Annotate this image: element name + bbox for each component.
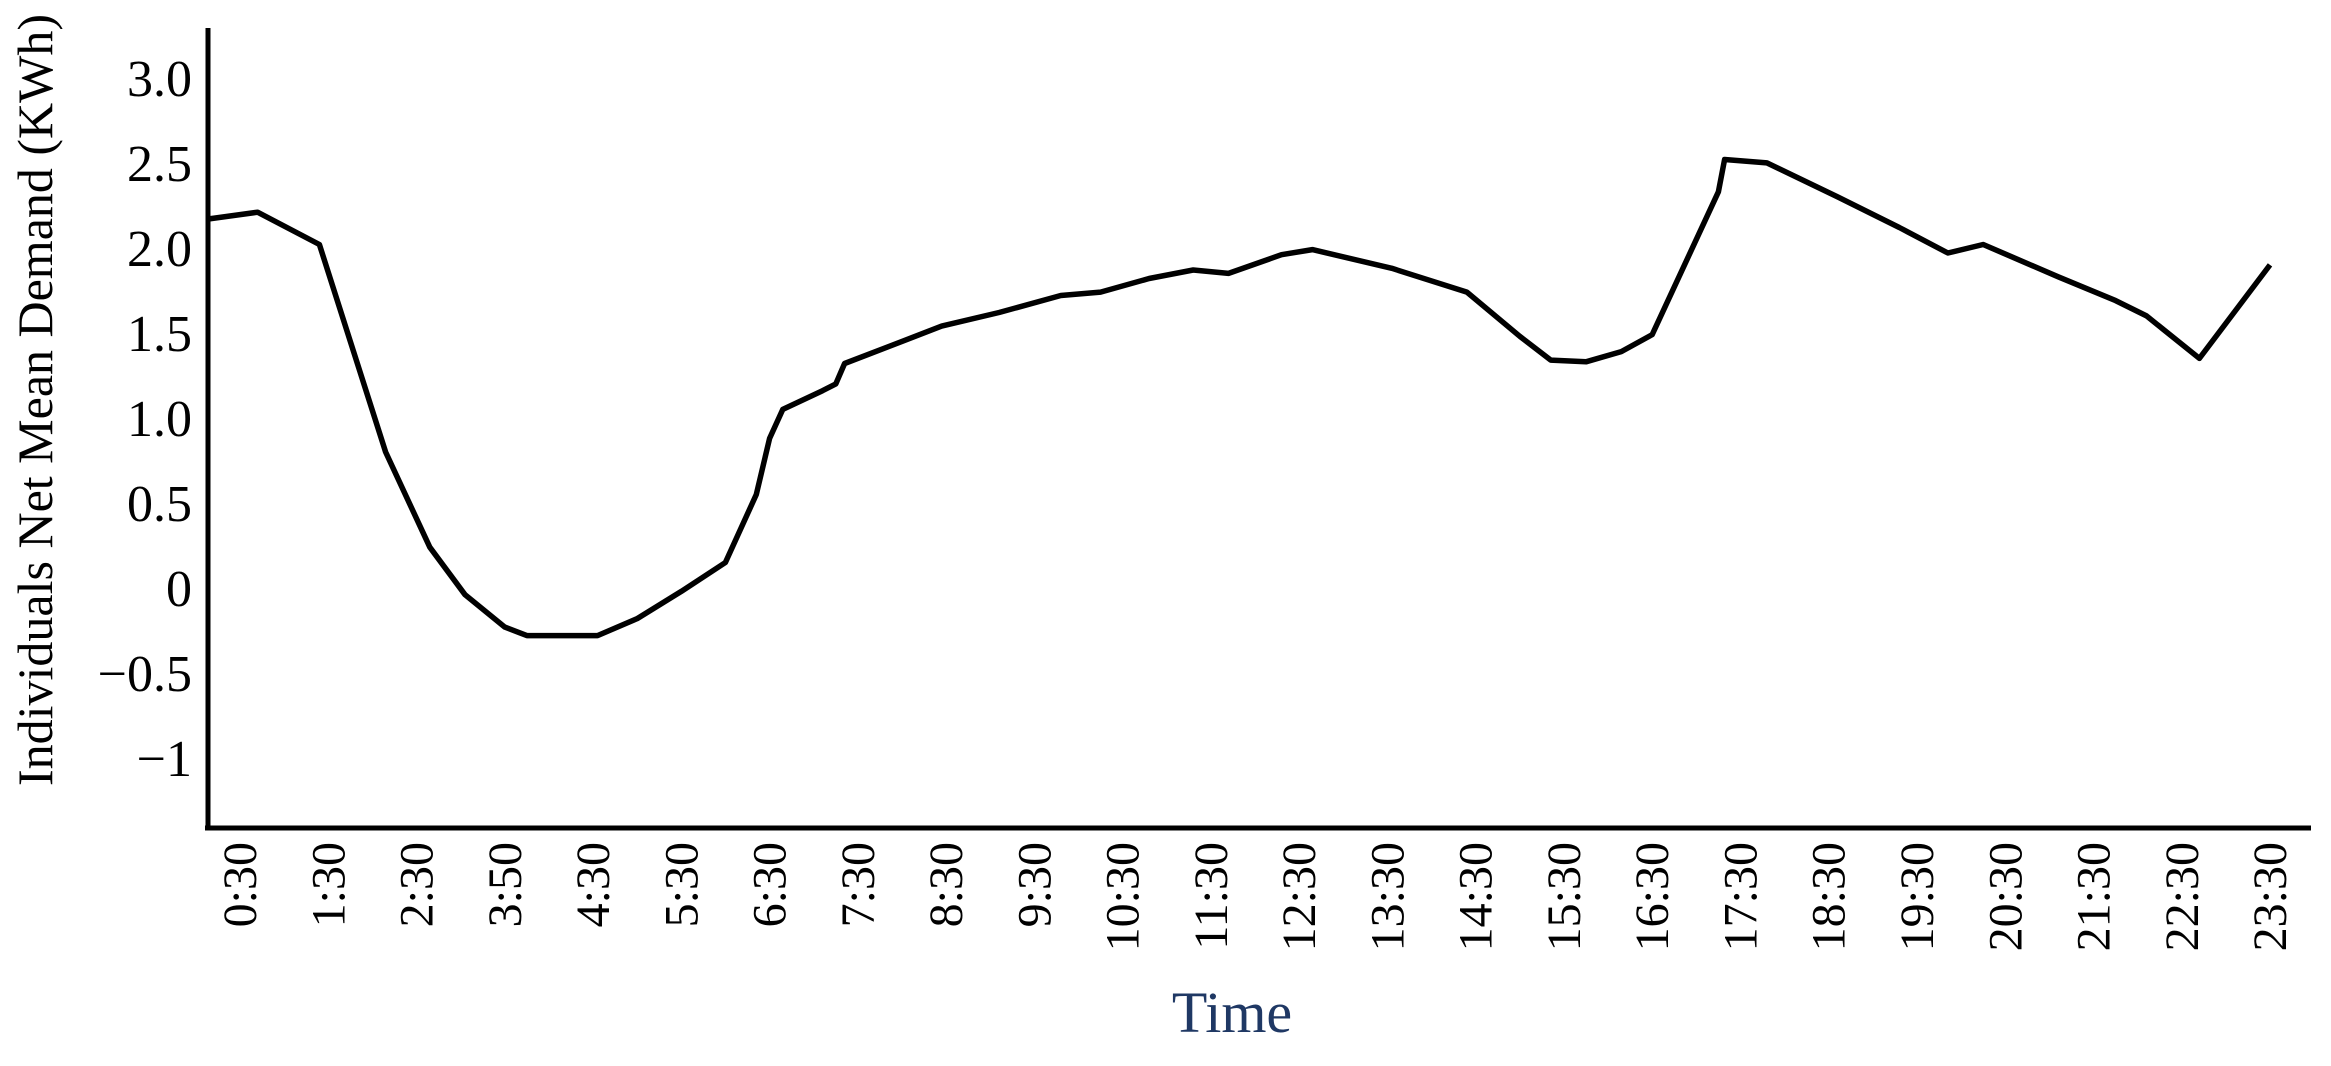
x-tick-label: 9:30	[1008, 842, 1061, 927]
y-tick-label: 3.0	[127, 51, 192, 108]
x-tick-label: 18:30	[1803, 842, 1856, 951]
y-tick-label: 2.0	[127, 221, 192, 278]
y-tick-label: 2.5	[127, 136, 192, 193]
y-axis-title: Individuals Net Mean Demand (KWh)	[7, 14, 63, 786]
x-tick-label: 22:30	[2156, 842, 2209, 951]
x-axis-tick-labels: 0:30 1:30 2:30 3:50 4:30 5:30 6:30 7:30 8:30 9:30…	[214, 842, 2297, 951]
y-tick-label: 0	[166, 561, 192, 618]
y-tick-label: 0.5	[127, 476, 192, 533]
x-tick-label: 16:30	[1626, 842, 1679, 951]
x-tick-label: 8:30	[920, 842, 973, 927]
x-tick-label: 7:30	[832, 842, 885, 927]
x-tick-label: 10:30	[1097, 842, 1150, 951]
x-tick-label: 2:30	[391, 842, 444, 927]
axes	[205, 28, 2311, 831]
x-tick-label: 19:30	[1891, 842, 1944, 951]
x-tick-label: 0:30	[214, 842, 267, 927]
x-tick-label: 21:30	[2068, 842, 2121, 951]
x-tick-label: 3:50	[479, 842, 532, 927]
x-tick-label: 20:30	[1979, 842, 2032, 951]
y-axis-tick-labels: 3.0 2.5 2.0 1.5 1.0 0.5 0 −0.5 −1	[98, 51, 192, 788]
y-tick-label: −0.5	[98, 646, 192, 703]
x-tick-label: 17:30	[1714, 842, 1767, 951]
x-tick-label: 13:30	[1361, 842, 1414, 951]
x-tick-label: 4:30	[567, 842, 620, 927]
y-tick-label: 1.5	[127, 306, 192, 363]
x-axis-title: Time	[1172, 980, 1292, 1045]
x-tick-label: 14:30	[1450, 842, 1503, 951]
y-tick-label: −1	[137, 731, 192, 788]
x-tick-label: 11:30	[1185, 842, 1238, 950]
x-tick-label: 12:30	[1273, 842, 1326, 951]
y-tick-label: 1.0	[127, 391, 192, 448]
x-tick-label: 23:30	[2244, 842, 2297, 951]
x-tick-label: 6:30	[744, 842, 797, 927]
x-tick-label: 15:30	[1538, 842, 1591, 951]
demand-series-line	[207, 156, 2273, 639]
x-tick-label: 1:30	[302, 842, 355, 927]
x-tick-label: 5:30	[655, 842, 708, 927]
